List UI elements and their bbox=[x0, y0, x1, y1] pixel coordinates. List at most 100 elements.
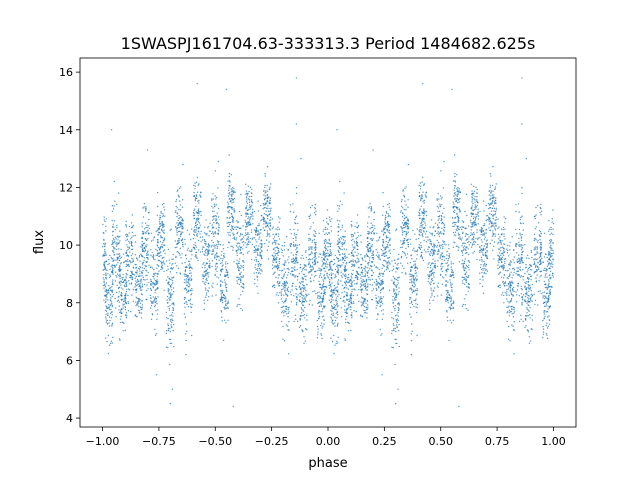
data-point bbox=[172, 258, 174, 260]
data-point bbox=[139, 275, 141, 277]
data-point bbox=[216, 246, 219, 248]
data-point bbox=[225, 304, 227, 306]
data-point bbox=[138, 310, 141, 312]
data-point bbox=[275, 261, 277, 263]
data-point bbox=[105, 230, 107, 232]
data-point bbox=[247, 236, 249, 238]
data-point bbox=[437, 227, 439, 229]
data-point bbox=[125, 236, 128, 238]
data-point bbox=[468, 241, 470, 243]
data-point bbox=[150, 304, 153, 307]
data-point bbox=[413, 264, 415, 266]
data-point bbox=[513, 321, 515, 323]
data-point bbox=[360, 280, 363, 282]
data-point bbox=[256, 228, 258, 230]
data-point bbox=[111, 322, 114, 325]
data-point bbox=[462, 242, 464, 245]
data-point bbox=[383, 253, 386, 255]
data-point bbox=[131, 231, 134, 234]
data-point bbox=[141, 285, 144, 287]
data-point bbox=[403, 208, 405, 211]
data-point bbox=[112, 223, 114, 225]
data-point bbox=[104, 286, 107, 288]
data-point bbox=[275, 233, 277, 236]
data-point bbox=[463, 276, 465, 279]
data-point bbox=[328, 284, 330, 287]
data-point bbox=[195, 254, 197, 257]
data-point bbox=[416, 254, 418, 256]
data-point bbox=[283, 273, 285, 275]
data-point bbox=[225, 275, 227, 278]
data-point bbox=[393, 324, 395, 327]
data-point bbox=[271, 227, 274, 230]
data-point bbox=[216, 270, 218, 273]
data-point bbox=[139, 312, 141, 314]
data-point bbox=[233, 188, 235, 190]
chart-title: 1SWASPJ161704.63-333313.3 Period 1484682… bbox=[121, 34, 536, 53]
data-point bbox=[235, 239, 237, 241]
data-point bbox=[266, 249, 268, 251]
data-point bbox=[137, 304, 139, 306]
data-point bbox=[242, 264, 245, 267]
data-point bbox=[248, 195, 251, 198]
data-point bbox=[235, 237, 238, 239]
data-point bbox=[468, 264, 470, 267]
data-point bbox=[345, 294, 348, 296]
data-point bbox=[421, 256, 423, 258]
data-point bbox=[492, 217, 494, 220]
data-point bbox=[423, 208, 425, 210]
data-point bbox=[267, 197, 269, 200]
data-point bbox=[337, 336, 339, 338]
data-point bbox=[493, 258, 495, 260]
data-point bbox=[367, 250, 370, 253]
data-point bbox=[173, 345, 175, 348]
data-point bbox=[213, 232, 215, 234]
data-point bbox=[168, 297, 170, 299]
data-point bbox=[461, 237, 463, 239]
data-point bbox=[513, 307, 515, 309]
data-point bbox=[347, 307, 350, 309]
data-point bbox=[419, 208, 421, 210]
data-point bbox=[452, 225, 454, 228]
data-point bbox=[205, 263, 207, 265]
data-point bbox=[337, 271, 339, 274]
data-point bbox=[490, 221, 492, 223]
data-point bbox=[168, 309, 171, 311]
data-point bbox=[365, 302, 367, 304]
data-point bbox=[497, 260, 499, 262]
data-point bbox=[395, 278, 398, 281]
data-point bbox=[198, 183, 200, 185]
data-point bbox=[471, 197, 473, 199]
data-point bbox=[223, 279, 226, 281]
data-point bbox=[211, 205, 213, 207]
data-point bbox=[214, 265, 217, 267]
data-point bbox=[246, 252, 249, 254]
data-point bbox=[178, 222, 180, 224]
data-point bbox=[154, 280, 157, 282]
data-point bbox=[443, 259, 446, 261]
data-point bbox=[160, 228, 163, 231]
data-point bbox=[233, 197, 236, 200]
data-point bbox=[187, 264, 189, 266]
data-point bbox=[211, 210, 214, 213]
data-point bbox=[360, 291, 363, 293]
data-point bbox=[217, 229, 219, 231]
data-point bbox=[112, 269, 114, 271]
data-point bbox=[372, 272, 375, 274]
data-point bbox=[257, 225, 259, 227]
data-point bbox=[246, 194, 249, 196]
data-point bbox=[153, 299, 155, 302]
data-point bbox=[228, 224, 231, 226]
data-point bbox=[402, 189, 405, 191]
data-point bbox=[180, 216, 182, 218]
data-point bbox=[509, 264, 511, 266]
data-point bbox=[392, 283, 395, 285]
data-point bbox=[470, 183, 472, 185]
data-point bbox=[236, 254, 238, 257]
data-point bbox=[242, 241, 245, 243]
data-point bbox=[222, 248, 225, 250]
data-point bbox=[275, 266, 277, 268]
data-point bbox=[336, 340, 338, 342]
data-point bbox=[167, 291, 169, 293]
data-point bbox=[107, 289, 110, 292]
